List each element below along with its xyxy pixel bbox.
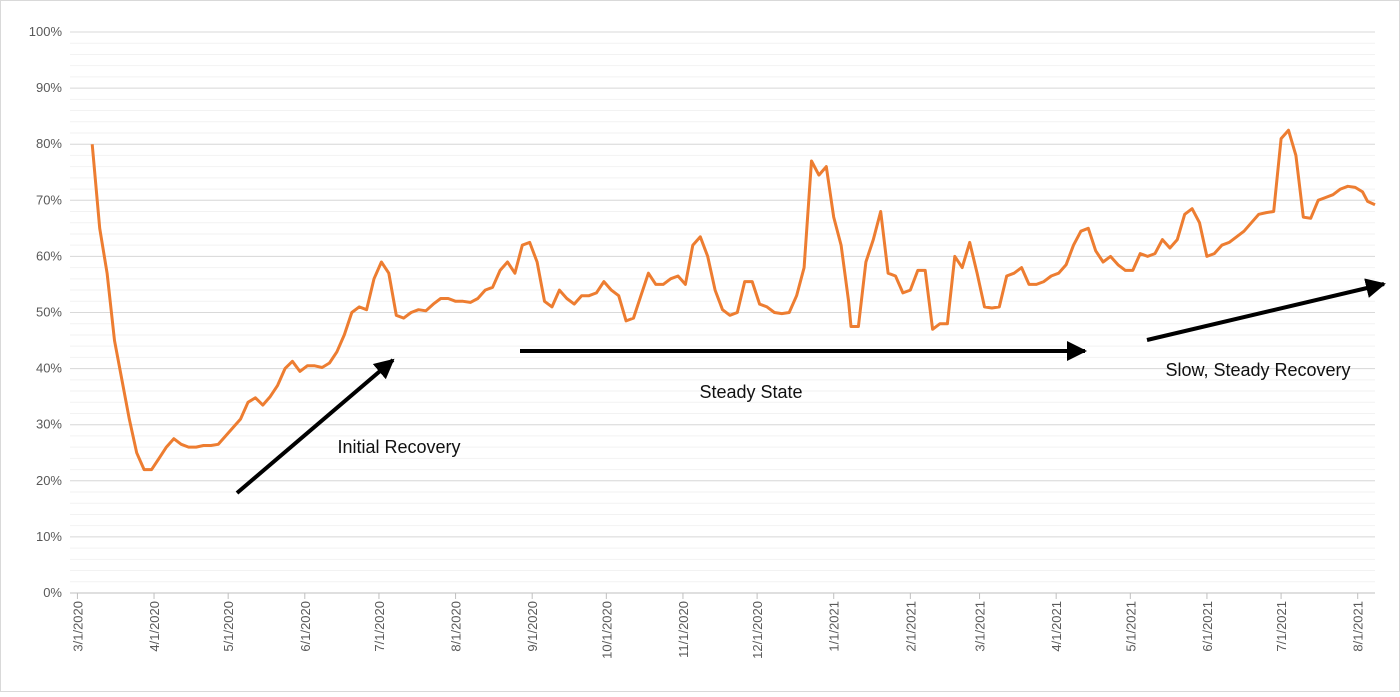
annotation-arrows [235, 278, 1386, 495]
x-tick-label: 10/1/2020 [599, 601, 614, 659]
annotation: Steady State [699, 382, 802, 402]
x-tick-label: 5/1/2020 [221, 601, 236, 652]
x-tick-label: 3/1/2020 [70, 601, 85, 652]
x-tick-label: 6/1/2020 [298, 601, 313, 652]
y-tick-label: 70% [36, 192, 62, 207]
y-tick-label: 50% [36, 305, 62, 320]
x-tick-label: 1/1/2021 [827, 601, 842, 652]
y-tick-label: 100% [29, 24, 63, 39]
y-tick-label: 10% [36, 529, 62, 544]
y-tick-label: 40% [36, 361, 62, 376]
grid [70, 31, 1375, 594]
y-tick-label: 30% [36, 417, 62, 432]
x-tick-label: 9/1/2020 [525, 601, 540, 652]
x-tick-label: 11/1/2020 [676, 601, 691, 658]
x-tick-label: 7/1/2020 [372, 601, 387, 652]
x-tick-label: 8/1/2020 [449, 601, 464, 652]
y-tick-label: 20% [36, 473, 62, 488]
arrow [235, 358, 395, 495]
x-tick-label: 3/1/2021 [973, 601, 988, 652]
x-tick-label: 7/1/2021 [1274, 601, 1289, 652]
x-tick-label: 5/1/2021 [1123, 601, 1138, 652]
annotation: Initial Recovery [337, 437, 460, 457]
x-tick-label: 4/1/2020 [147, 601, 162, 652]
x-tick-label: 6/1/2021 [1200, 601, 1215, 652]
x-tick-label: 8/1/2021 [1351, 601, 1366, 652]
x-tick-label: 12/1/2020 [750, 601, 765, 659]
y-tick-label: 0% [43, 585, 62, 600]
annotation: Slow, Steady Recovery [1165, 360, 1350, 380]
line-series [90, 128, 1376, 472]
y-tick-label: 60% [36, 248, 62, 263]
y-tick-label: 80% [36, 136, 62, 151]
y-tick-label: 90% [36, 80, 62, 95]
arrow [1146, 278, 1386, 342]
x-tick-label: 2/1/2021 [903, 601, 918, 652]
x-tick-label: 4/1/2021 [1049, 601, 1064, 652]
